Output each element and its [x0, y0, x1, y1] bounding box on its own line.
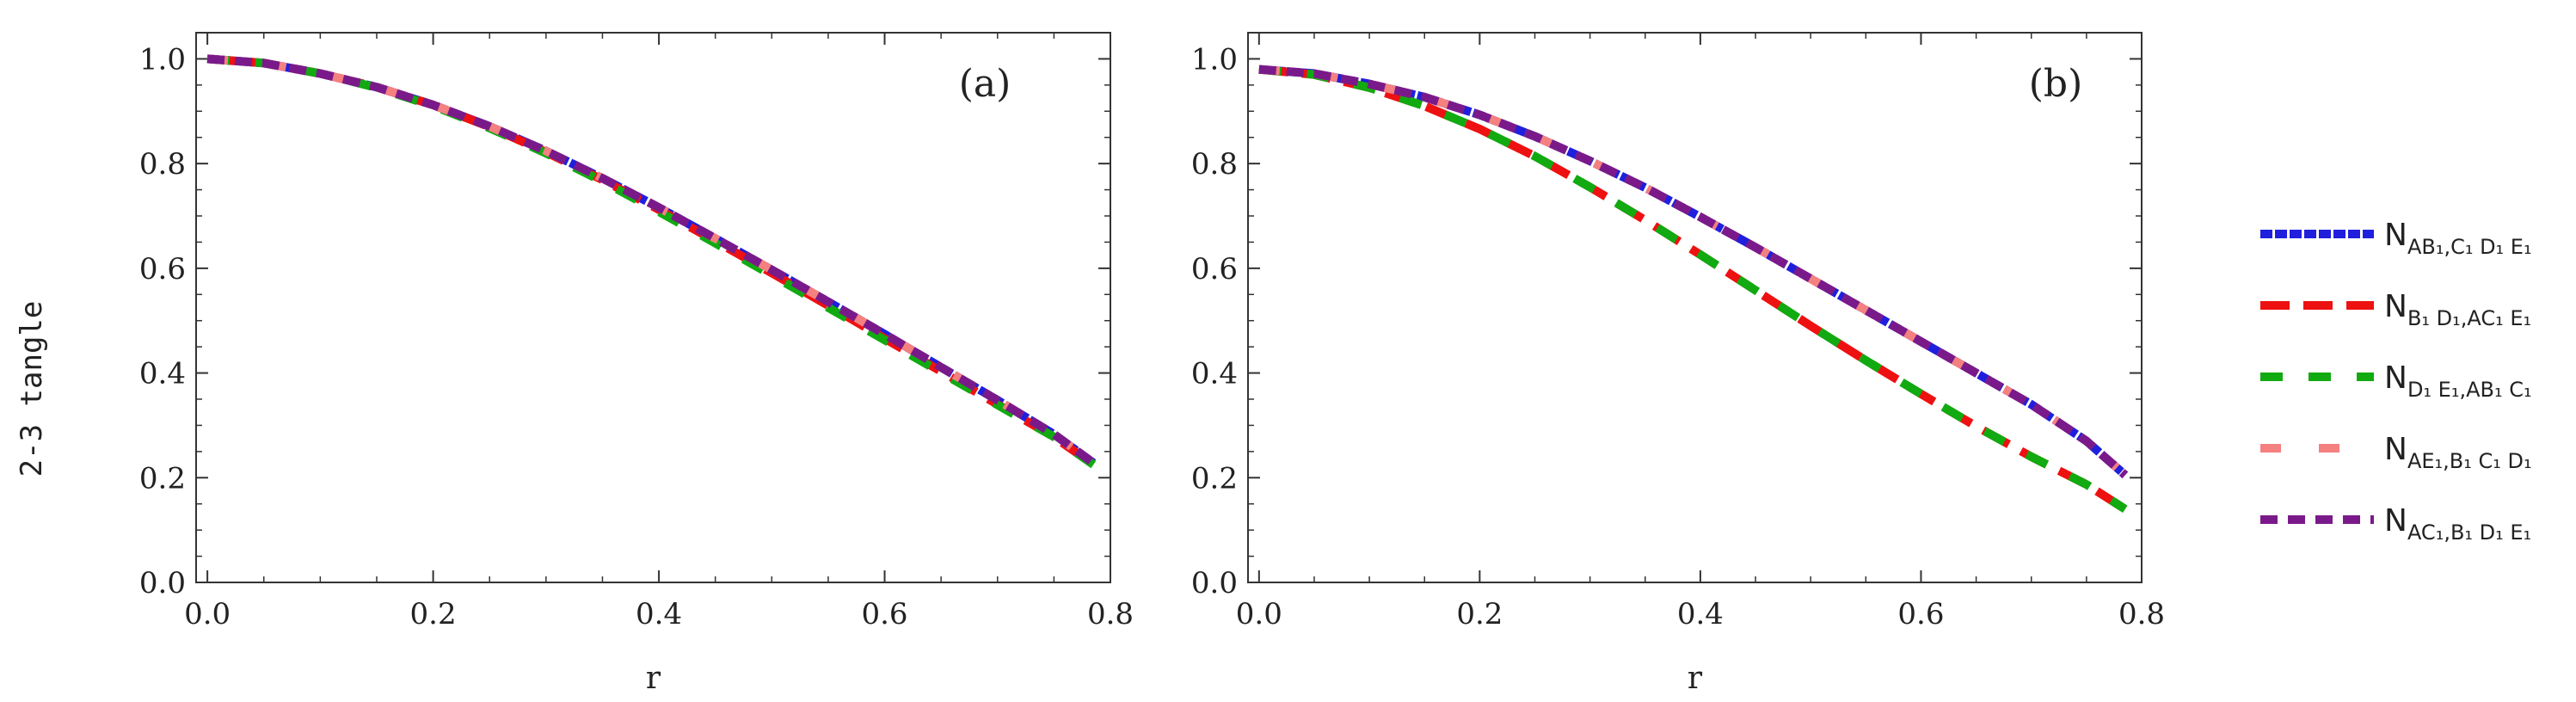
- legend-label-main: N: [2384, 432, 2407, 467]
- x-tick-label: 0.8: [1087, 597, 1134, 631]
- legend-label-sub: AC₁,B₁ D₁ E₁: [2407, 520, 2531, 545]
- y-tick-label: 0.0: [139, 566, 186, 600]
- legend-label-main: N: [2384, 218, 2407, 253]
- panel-label: (a): [959, 62, 1011, 106]
- legend-label-sub: AE₁,B₁ C₁ D₁: [2407, 449, 2532, 473]
- series-line-n-b1d1-ac1e1: [206, 54, 1097, 469]
- y-tick-label: 0.2: [139, 461, 186, 496]
- plot-frame: [1247, 32, 2143, 583]
- y-axis-label: 2-3 tangle: [15, 301, 49, 477]
- legend-label: NAC₁,B₁ D₁ E₁: [2384, 503, 2531, 545]
- legend-label-main: N: [2384, 289, 2407, 324]
- y-tick-label: 1.0: [1191, 42, 1238, 77]
- x-tick-label: 0.0: [1236, 597, 1282, 631]
- y-tick-label: 0.4: [139, 357, 186, 391]
- series-line-n-ab1-c1d1e1: [206, 54, 1097, 467]
- x-tick-label: 0.8: [2118, 597, 2165, 631]
- x-tick-label: 0.0: [184, 597, 231, 631]
- y-tick-label: 0.8: [1191, 147, 1238, 182]
- legend-label-main: N: [2384, 503, 2407, 539]
- legend-label-sub: B₁ D₁,AC₁ E₁: [2407, 306, 2531, 330]
- panel-b: 0.0 0.2 0.4 0.6 0.8 0.0 0.2 0.4 0.6 0.8 1.0 r (b): [1191, 32, 2165, 696]
- legend-label-main: N: [2384, 360, 2407, 396]
- y-tick-label: 1.0: [139, 42, 186, 77]
- panel-a: 0.0 0.2 0.4 0.6 0.8 0.0 0.2 0.4 0.6 0.8 1.0 r (a): [139, 32, 1134, 696]
- legend-label: NAB₁,C₁ D₁ E₁: [2384, 218, 2532, 259]
- series-line-n-ae1-b1c1d1: [206, 54, 1097, 467]
- series-line-n-ac1-b1d1e1: [206, 54, 1097, 467]
- legend-label: ND₁ E₁,AB₁ C₁: [2384, 360, 2532, 402]
- legend-label: NB₁ D₁,AC₁ E₁: [2384, 289, 2531, 330]
- x-tick-label: 0.6: [1897, 597, 1944, 631]
- panel-label: (b): [2029, 62, 2083, 106]
- x-tick-label: 0.6: [861, 597, 907, 631]
- series-line-n-ae1-b1c1d1: [1258, 65, 2129, 478]
- legend-label-sub: D₁ E₁,AB₁ C₁: [2407, 378, 2532, 402]
- y-tick-label: 0.8: [139, 147, 186, 182]
- y-tick-label: 0.4: [1191, 357, 1238, 391]
- x-tick-label: 0.4: [636, 597, 682, 631]
- legend-label: NAE₁,B₁ C₁ D₁: [2384, 432, 2532, 473]
- x-axis-label: r: [1688, 661, 1703, 696]
- x-tick-label: 0.2: [1456, 597, 1503, 631]
- y-tick-label: 0.0: [1191, 566, 1238, 600]
- series-line-n-d1e1-ab1c1: [1258, 65, 2128, 514]
- x-tick-label: 0.2: [410, 597, 457, 631]
- y-tick-label: 0.6: [139, 252, 186, 286]
- series-line-n-ab1-c1d1e1: [1258, 65, 2129, 478]
- x-tick-label: 0.4: [1677, 597, 1724, 631]
- x-axis-label: r: [646, 661, 661, 696]
- series-line-n-d1e1-ab1c1: [206, 54, 1097, 469]
- series-line-n-b1d1-ac1e1: [1258, 65, 2128, 514]
- y-tick-label: 0.2: [1191, 461, 1238, 496]
- series-line-n-ac1-b1d1e1: [1258, 65, 2129, 478]
- y-tick-label: 0.6: [1191, 252, 1238, 286]
- plot-frame: [195, 32, 1111, 583]
- legend-label-sub: AB₁,C₁ D₁ E₁: [2407, 235, 2532, 259]
